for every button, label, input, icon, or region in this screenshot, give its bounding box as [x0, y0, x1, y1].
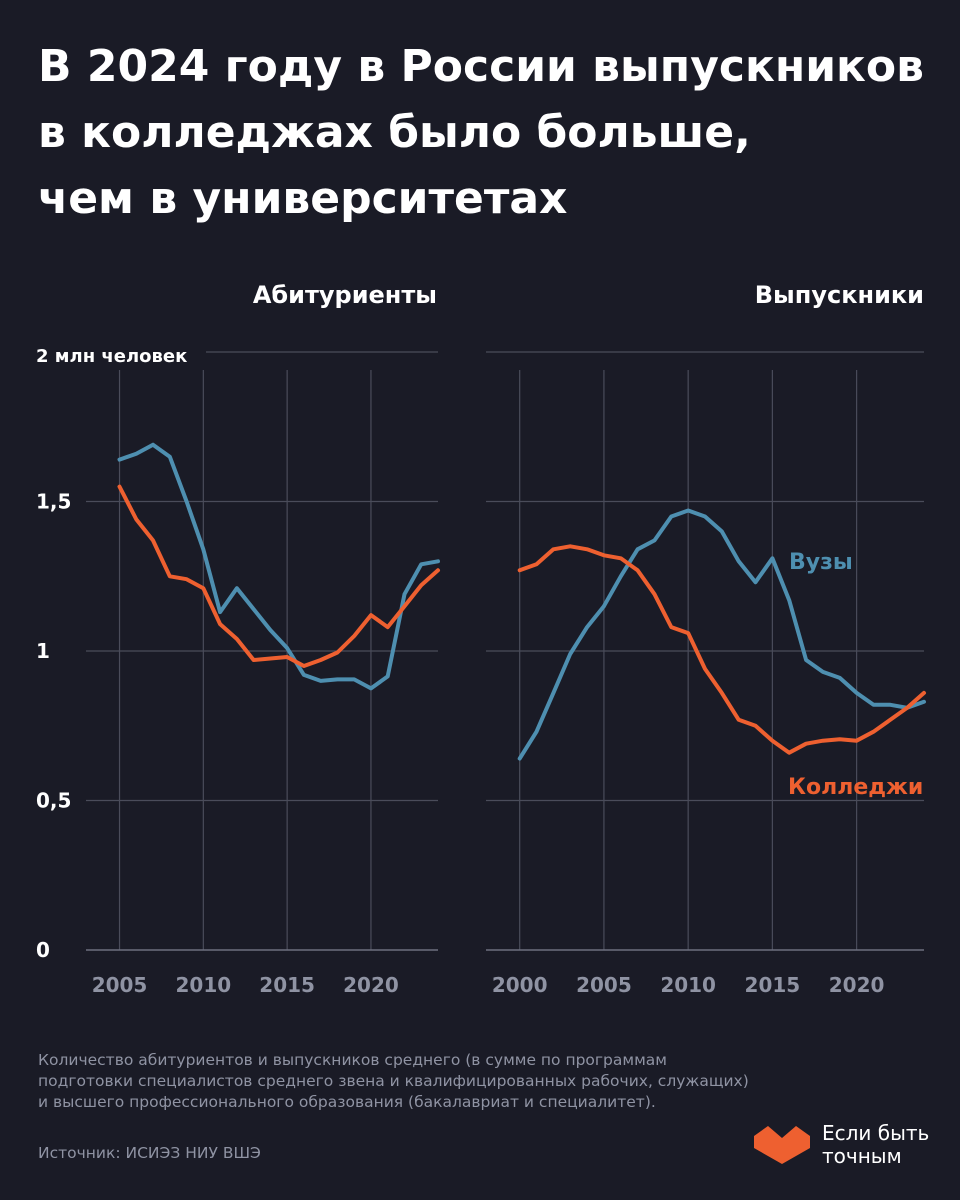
- x-tick-label: 2020: [343, 973, 399, 997]
- x-tick-label: 2015: [745, 973, 801, 997]
- title-line-1: В 2024 году в России выпускников: [38, 41, 924, 92]
- brand-logo-icon: [754, 1126, 810, 1164]
- charts-area: Абитуриенты 2005 2010 2015 2020 0 0,5 1 1,5 2 млн…: [36, 281, 926, 997]
- footnote: Количество абитуриентов и выпускников ср…: [38, 1050, 818, 1113]
- title-line-2: в колледжах было больше,: [38, 107, 751, 158]
- source-note: Источник: ИСИЭЗ НИУ ВШЭ: [38, 1144, 261, 1162]
- x-tick-label: 2005: [92, 973, 148, 997]
- panel-title-1: Выпускники: [755, 281, 924, 309]
- y-tick-label: 1,5: [36, 490, 71, 514]
- y-tick-label: 1: [36, 639, 50, 663]
- series-label-colleges: Колледжи: [788, 775, 923, 800]
- page-title: В 2024 году в России выпускников в колле…: [38, 34, 938, 232]
- panel-title-0: Абитуриенты: [253, 281, 437, 309]
- x-tick-label: 2020: [829, 973, 885, 997]
- y-tick-label: 0: [36, 938, 50, 962]
- series-line-colleges: [517, 544, 926, 755]
- footnote-line-2: подготовки специалистов среднего звена и…: [38, 1072, 749, 1090]
- series-line-universities: [117, 442, 440, 691]
- x-tick-label: 2010: [660, 973, 716, 997]
- brand-line-1: Если быть: [822, 1121, 930, 1145]
- x-tick-label: 2010: [175, 973, 231, 997]
- series-label-universities: Вузы: [789, 550, 853, 575]
- x-tick-label: 2015: [259, 973, 315, 997]
- x-tick-label: 2000: [492, 973, 548, 997]
- brand-logo[interactable]: Если быть точным: [752, 1120, 952, 1170]
- y-tick-label: 0,5: [36, 789, 71, 813]
- x-tick-label: 2005: [576, 973, 632, 997]
- series-line-colleges: [117, 484, 440, 668]
- series-line-universities: [517, 508, 926, 761]
- footnote-line-1: Количество абитуриентов и выпускников ср…: [38, 1051, 667, 1069]
- title-line-3: чем в университетах: [38, 173, 568, 224]
- footnote-line-3: и высшего профессионального образования …: [38, 1093, 656, 1111]
- brand-name: Если быть точным: [822, 1122, 929, 1168]
- y-unit-label: 2 млн человек: [36, 346, 187, 367]
- brand-line-2: точным: [822, 1144, 902, 1168]
